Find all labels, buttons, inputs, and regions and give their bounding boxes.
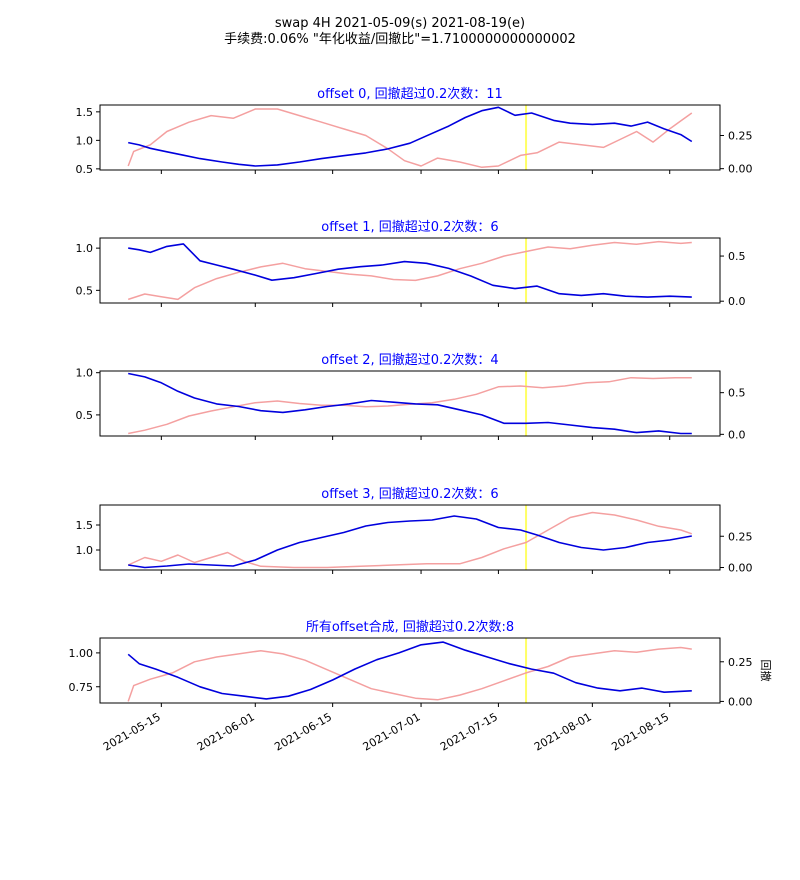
y-tick-label: 1.0 [76,242,94,255]
drawdown-series-line [127,240,692,301]
equity-series-line [128,243,692,298]
y2-tick-label: 0.0 [728,295,746,308]
y-tick-label: 1.5 [76,519,94,532]
y2-tick-label: 0.25 [728,130,753,143]
drawdown-series-line [128,376,692,435]
axes-frame [99,504,721,571]
panel-title: offset 2, 回撤超过0.2次数：4 [321,352,498,368]
y-tick-label: 1.0 [76,134,94,147]
y2-tick-label: 0.25 [728,656,753,669]
suptitle-line-2: 手续费:0.06% "年化收益/回撤比"=1.7100000000000002 [224,31,576,47]
axes-frame [99,237,721,304]
y-tick-label: 1.0 [76,367,94,380]
y-tick-label: 0.5 [76,409,94,422]
axes-frame [99,370,721,437]
y2-tick-label: 0.00 [728,163,753,176]
equity-series-line [128,372,692,435]
drawdown-series-line [127,646,692,702]
y-tick-label: 1.0 [76,544,94,557]
panel-3: offset 3, 回撤超过0.2次数：6 1.5 1.0 0.25 0.00 [76,486,753,575]
panel-1: offset 1, 回撤超过0.2次数：6 1.0 0.5 0.5 0.0 [76,219,746,308]
panel-title: offset 1, 回撤超过0.2次数：6 [321,219,498,235]
drawdown-series-line [127,511,693,569]
axes-frame [99,104,721,171]
y2-tick-label: 0.00 [728,695,753,708]
y-tick-label: 0.5 [76,284,94,297]
right-axis-label: 回撤 [759,660,773,682]
y2-tick-label: 0.0 [728,428,746,441]
y-tick-label: 0.5 [76,163,94,176]
equity-series-line [128,106,693,167]
panel-title: 所有offset合成, 回撤超过0.2次数:8 [306,619,514,635]
panel-title: offset 3, 回撤超过0.2次数：6 [321,486,498,502]
panel-title: offset 0, 回撤超过0.2次数：11 [317,86,503,102]
y2-tick-label: 0.25 [728,530,753,543]
axes-frame [99,637,721,704]
equity-series-line [128,515,692,569]
panel-0: offset 0, 回撤超过0.2次数：11 1.5 1.0 0.5 0.25 0.00 [76,86,753,176]
y-tick-label: 1.00 [69,647,94,660]
suptitle-line-1: swap 4H 2021-05-09(s) 2021-08-19(e) [275,16,525,31]
y2-tick-label: 0.5 [728,387,746,400]
y-tick-label: 1.5 [76,106,94,119]
drawdown-series-line [127,108,693,169]
y-tick-label: 0.75 [69,681,94,694]
y2-tick-label: 0.00 [728,562,753,575]
equity-series-line [127,641,692,700]
y2-tick-label: 0.5 [728,250,746,263]
panel-2: offset 2, 回撤超过0.2次数：4 1.0 0.5 0.5 0.0 [76,352,746,441]
